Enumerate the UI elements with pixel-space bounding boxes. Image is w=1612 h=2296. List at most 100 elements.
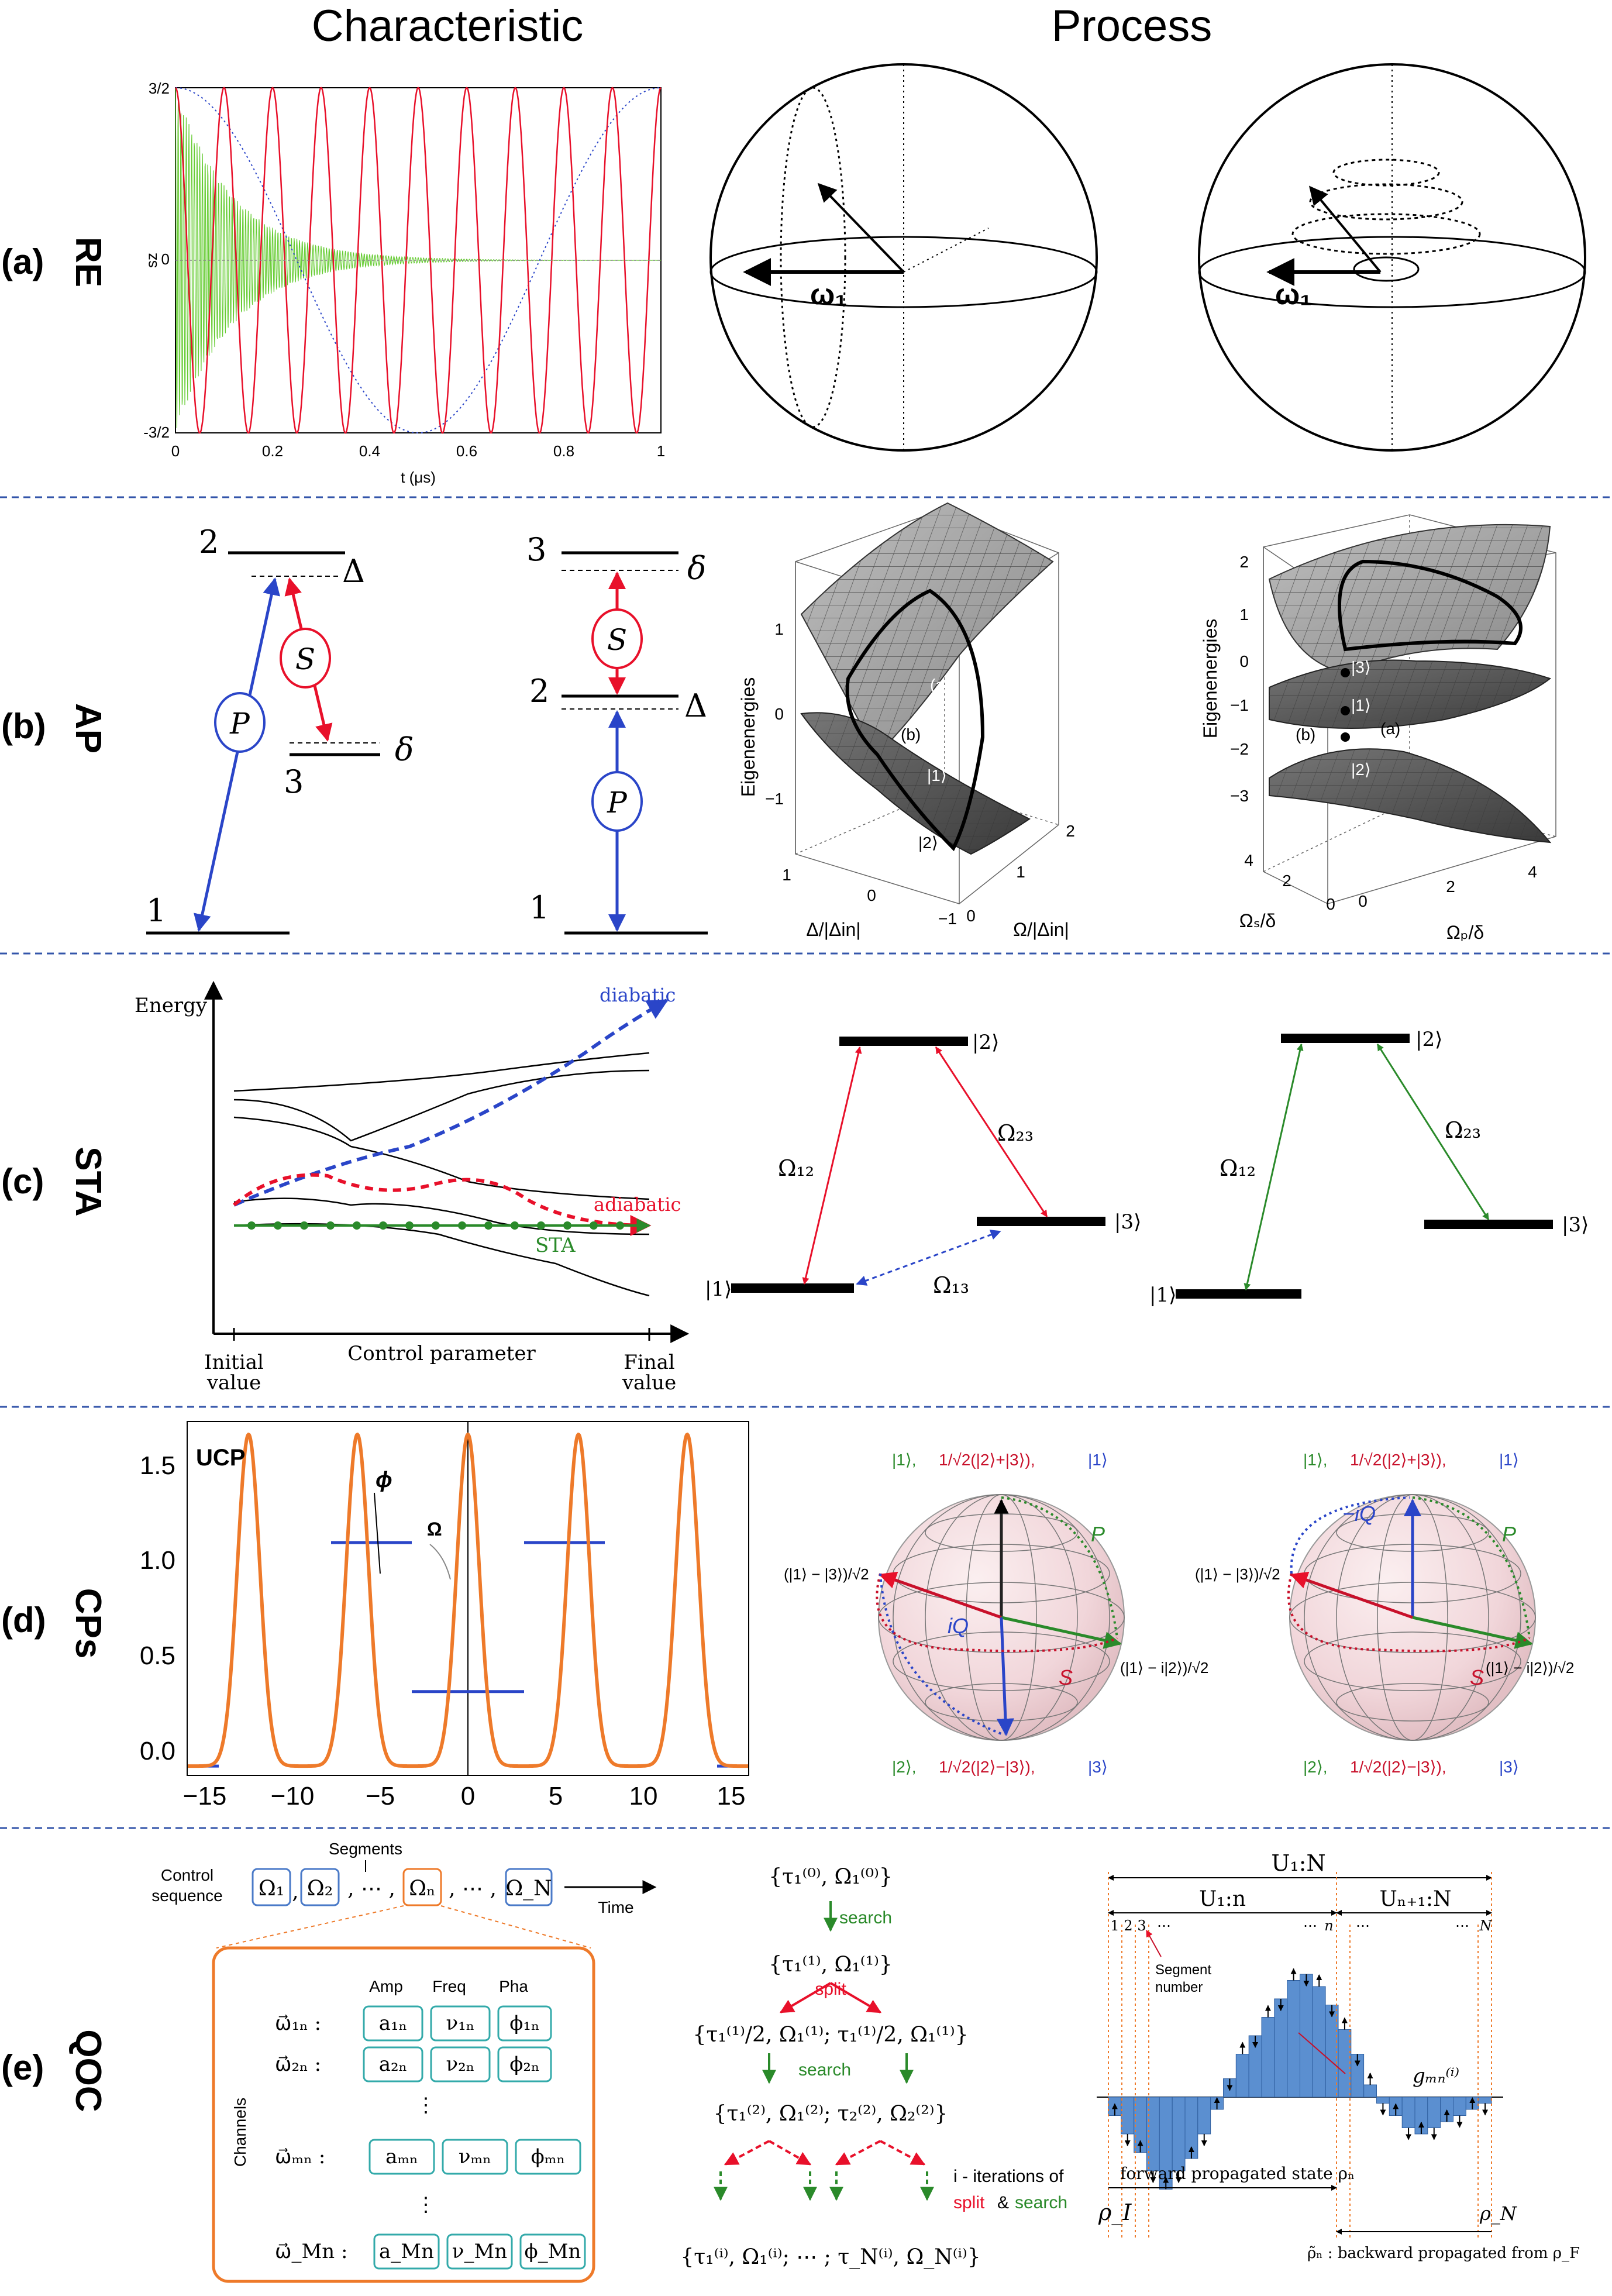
y-tick: 0 <box>161 250 170 268</box>
segment-tick: 3 <box>1137 1918 1146 1934</box>
channel-vector: ω⃗ₘₙ : <box>275 2145 325 2168</box>
propagator-label: Uₙ₊₁:N <box>1380 1887 1452 1911</box>
bloch-label: (|1⟩ − |3⟩)/√2 <box>784 1565 869 1583</box>
arc-label-s: S <box>1470 1665 1484 1689</box>
sta-dot <box>379 1221 387 1230</box>
z-tick: −1 <box>1230 696 1249 714</box>
x-tick: 0 <box>1358 892 1368 910</box>
z-axis-label: Eigenenergies <box>1200 619 1221 739</box>
segment-omega: Ω₂ <box>307 1877 333 1901</box>
energy-axis-label: Energy <box>135 994 208 1017</box>
sta-dot <box>590 1221 598 1230</box>
sta-dot <box>511 1221 519 1230</box>
x-axis-label: t (μs) <box>401 469 436 486</box>
level-ket: |3⟩ <box>1114 1210 1141 1234</box>
row-labels: (a) RE (b) AP (c) STA (d) CPs (e) QOC <box>1 237 108 2112</box>
amp-value: a₁ₙ <box>379 2012 408 2035</box>
bloch-label: |2⟩, <box>892 1758 917 1776</box>
grape-bar <box>1478 2097 1492 2104</box>
bloch-sphere-d1 <box>876 1494 1125 1741</box>
state-label: |1⟩ <box>927 766 947 784</box>
freq-value: ν₁ₙ <box>446 2012 474 2035</box>
amp-value: a₂ₙ <box>379 2053 408 2076</box>
phase-value: ϕ₁ₙ <box>509 2012 540 2035</box>
arc-label-s: S <box>1059 1665 1073 1689</box>
tree-state: {τ₁⁽¹⁾/2, Ω₁⁽¹⁾; τ₁⁽¹⁾/2, Ω₁⁽¹⁾} <box>693 2023 969 2047</box>
time-label: Time <box>598 1898 633 1916</box>
sta-dot <box>326 1221 335 1230</box>
x-tick: −1 <box>938 910 957 928</box>
x-tick: 0 <box>171 442 180 460</box>
x-tick: −10 <box>271 1782 315 1810</box>
x-tick: 1 <box>657 442 665 460</box>
z-tick: 2 <box>1239 553 1249 571</box>
y-tick: 4 <box>1244 851 1253 869</box>
propagator-label: U₁:N <box>1271 1850 1325 1876</box>
propagator-label: U₁:n <box>1199 1887 1246 1911</box>
bloch-label: |1⟩, <box>892 1451 917 1469</box>
channel-vector: ω⃗_Mn : <box>275 2240 347 2263</box>
grape-bar <box>1121 2097 1135 2135</box>
state-label: |1⟩ <box>1351 696 1371 714</box>
y-tick: 0.5 <box>140 1641 175 1670</box>
control-axis-label: Control parameter <box>347 1342 536 1365</box>
row-tag-c: (c) <box>1 1162 44 1201</box>
split-label: split <box>953 2193 985 2212</box>
detuning-label: Δ <box>684 687 707 724</box>
z-tick: 1 <box>1239 605 1249 624</box>
col-header: Pha <box>499 1977 528 1995</box>
state-label: |2⟩ <box>918 834 938 852</box>
channels-box <box>212 1946 595 2283</box>
rho-n-label: ρ_N <box>1479 2202 1517 2225</box>
sta-dot <box>353 1221 361 1230</box>
tree-state: {τ₁⁽¹⁾, Ω₁⁽¹⁾} <box>769 1953 893 1977</box>
segment-number-note: number <box>1155 1980 1203 1995</box>
row-tag-d: (d) <box>1 1600 46 1640</box>
grape-panel <box>1097 1872 1503 2240</box>
bloch-label: 1/√2(|2⟩−|3⟩), <box>939 1758 1035 1776</box>
segment-tick: N <box>1479 1918 1493 1934</box>
x-tick: 4 <box>1528 863 1537 881</box>
backward-label: ρ̃ₙ : backward propagated from ρ_F <box>1307 2245 1580 2262</box>
stokes-label: S <box>295 642 315 676</box>
segment-number-note: Segment <box>1155 1962 1211 1978</box>
bloch-label: |2⟩, <box>1303 1758 1328 1776</box>
x-tick: −15 <box>183 1782 227 1810</box>
y-axis-label: sz <box>143 253 160 268</box>
y-tick: 1.5 <box>140 1451 175 1480</box>
initial-value-label: Initial <box>204 1351 264 1374</box>
grape-bar <box>1363 2084 1377 2098</box>
initial-value-label: value <box>206 1371 261 1395</box>
bloch-label: 1/√2(|2⟩+|3⟩), <box>1350 1451 1446 1469</box>
y-tick: 3/2 <box>149 80 170 97</box>
bloch-label: (|1⟩ − i|2⟩)/√2 <box>1486 1659 1574 1677</box>
amp-value: a_Mn <box>379 2240 434 2263</box>
sta-dot <box>484 1221 492 1230</box>
detuning-label: δ <box>395 731 414 768</box>
stokes-label: S <box>607 623 627 657</box>
row-name-a: RE <box>68 237 108 287</box>
search-label: search <box>798 2060 851 2080</box>
sta-dot <box>405 1221 414 1230</box>
segment-tick: 1 <box>1110 1918 1119 1934</box>
tree-state: {τ₁⁽²⁾, Ω₁⁽²⁾; τ₂⁽²⁾, Ω₂⁽²⁾} <box>714 2102 948 2126</box>
grape-bar <box>1146 2097 1160 2171</box>
x-axis-label: Ωₚ/δ <box>1446 922 1484 943</box>
pump-label: P <box>607 786 628 820</box>
lambda-system-c1 <box>731 1037 1105 1293</box>
level-label: 2 <box>199 524 219 560</box>
gradient-label: gₘₙ⁽ⁱ⁾ <box>1413 2064 1459 2088</box>
y-tick: 1 <box>1016 863 1025 881</box>
phase-value: ϕ₂ₙ <box>509 2053 540 2076</box>
level-ket: |1⟩ <box>705 1278 732 1301</box>
x-tick: 0 <box>867 886 876 904</box>
rho-i-label: ρ_I <box>1098 2199 1132 2226</box>
adiabatic-label: adiabatic <box>594 1193 681 1216</box>
header-process: Process <box>1052 1 1213 51</box>
sta-dot <box>247 1221 256 1230</box>
row-name-b: AP <box>68 703 108 753</box>
detuning-label: Δ <box>342 553 365 590</box>
row-name-e: QOC <box>68 2029 108 2112</box>
freq-value: ν_Mn <box>452 2240 507 2263</box>
plot-border <box>187 1421 749 1776</box>
